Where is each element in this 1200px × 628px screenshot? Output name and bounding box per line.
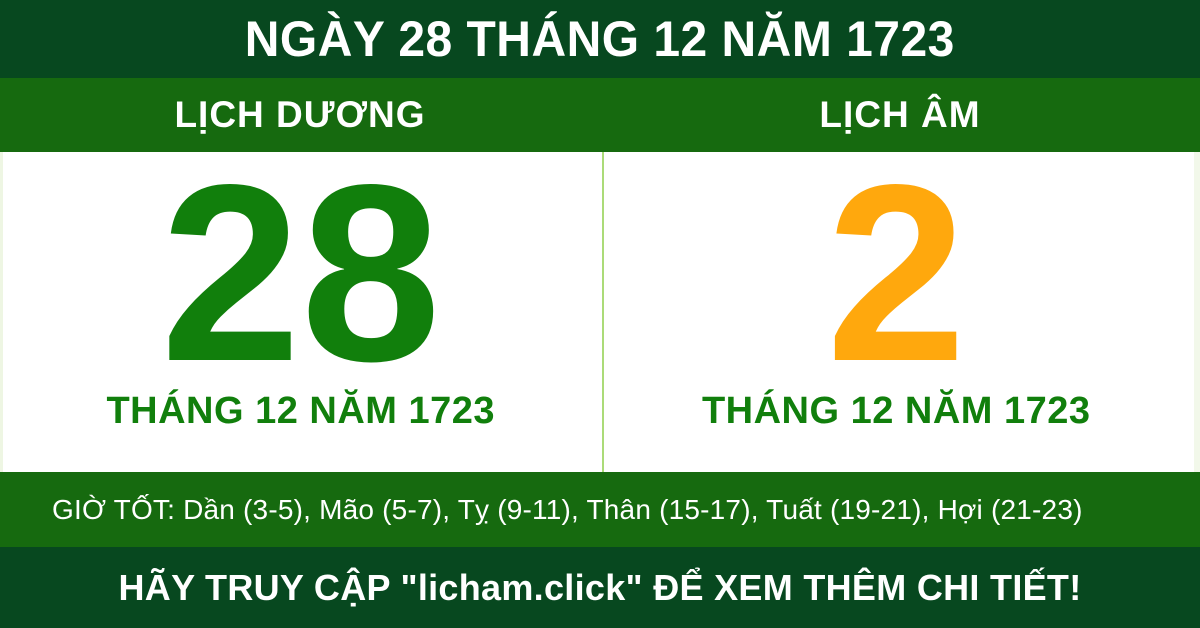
good-hours-bar: GIỜ TỐT: Dần (3-5), Mão (5-7), Tỵ (9-11)… xyxy=(0,472,1200,547)
solar-month-year: THÁNG 12 NĂM 1723 xyxy=(106,390,496,432)
lunar-column-header: LỊCH ÂM xyxy=(819,94,981,135)
good-hours-text: GIỜ TỐT: Dần (3-5), Mão (5-7), Tỵ (9-11)… xyxy=(52,493,1083,525)
date-banner-title: NGÀY 28 THÁNG 12 NĂM 1723 xyxy=(244,11,956,67)
solar-panel: 28 THÁNG 12 NĂM 1723 xyxy=(3,133,599,472)
lunar-month-year: THÁNG 12 NĂM 1723 xyxy=(701,390,1091,432)
footer-cta-text: HÃY TRUY CẬP "licham.click" ĐỂ XEM THÊM … xyxy=(118,566,1082,608)
panel-divider xyxy=(602,152,604,472)
solar-column-header: LỊCH DƯƠNG xyxy=(174,94,426,135)
lunar-panel: 2 THÁNG 12 NĂM 1723 xyxy=(599,133,1195,472)
lunar-day-wrap: 2 xyxy=(599,133,1195,415)
footer-cta: HÃY TRUY CẬP "licham.click" ĐỂ XEM THÊM … xyxy=(0,547,1200,628)
date-banner: NGÀY 28 THÁNG 12 NĂM 1723 xyxy=(0,0,1200,78)
solar-day-wrap: 28 xyxy=(3,133,599,415)
solar-day-number: 28 xyxy=(160,133,441,415)
calendar-type-band: LỊCH DƯƠNG LỊCH ÂM xyxy=(0,78,1200,152)
calendar-panels: 28 THÁNG 12 NĂM 1723 2 THÁNG 12 NĂM 1723 xyxy=(0,133,1200,472)
lunar-day-number: 2 xyxy=(826,133,967,415)
